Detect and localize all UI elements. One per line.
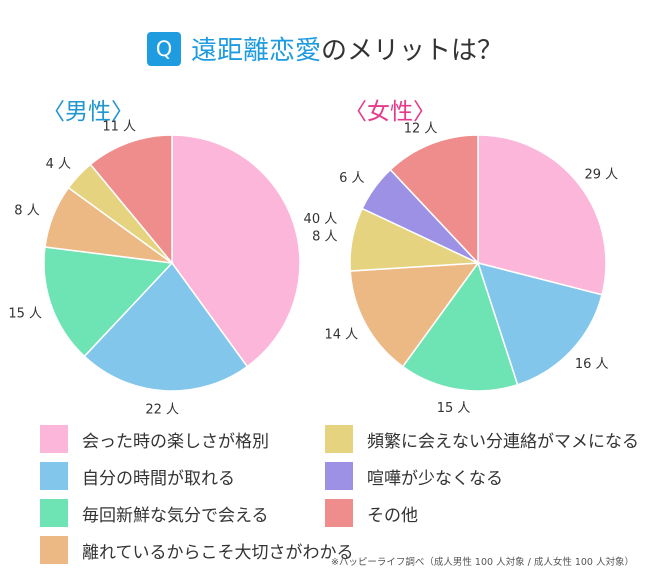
female-slice-label-3: 15 人	[437, 401, 471, 416]
female-slice-label-6: 6 人	[339, 171, 364, 186]
female-slice-label-1: 29 人	[584, 168, 618, 183]
question-badge: Q	[146, 31, 181, 66]
female-slice-7	[389, 134, 479, 265]
legend-item-5: 頻繁に会えない分連絡がマメになる	[325, 425, 639, 453]
legend-item-1: 会った時の楽しさが格別	[40, 425, 269, 453]
legend-swatch	[325, 499, 353, 527]
legend-label: 毎回新鮮な気分で会える	[82, 505, 269, 526]
male-slice-label-5: 4 人	[46, 157, 71, 172]
legend-label: 会った時の楽しさが格別	[82, 431, 269, 452]
legend-label: その他	[367, 505, 418, 526]
legend-label: 離れているからこそ大切さがわかる	[82, 542, 354, 563]
male-slice-label-4: 8 人	[14, 203, 39, 218]
female-slice-3	[401, 261, 519, 392]
male-slice-7	[89, 134, 173, 266]
female-slice-2	[476, 261, 603, 386]
female-slice-1	[477, 134, 607, 296]
legend-item-2: 自分の時間が取れる	[40, 462, 235, 490]
legend-item-4: 離れているからこそ大切さがわかる	[40, 536, 354, 564]
legend-label: 頻繁に会えない分連絡がマメになる	[367, 431, 639, 452]
male-slice-label-7: 11 人	[102, 120, 136, 135]
legend-swatch	[40, 536, 68, 564]
male-slice-label-3: 15 人	[8, 307, 42, 322]
male-slice-label-2: 22 人	[145, 403, 179, 418]
legend-swatch	[40, 425, 68, 453]
pie-charts: 40 人 22 人 15 人 8 人 4 人 11 人 29 人 16 人 15 人 14 人 8 …	[8, 120, 618, 418]
female-slice-label-2: 16 人	[575, 357, 609, 372]
male-slice-label-1: 40 人	[304, 212, 338, 227]
female-slice-label-4: 14 人	[324, 327, 358, 342]
legend-swatch	[40, 462, 68, 490]
male-slice-3	[43, 246, 174, 358]
chart-title: Q 遠距離恋愛 のメリットは？	[0, 30, 650, 67]
legend-swatch	[325, 462, 353, 490]
legend-item-7: その他	[325, 499, 418, 527]
female-slice-label-7: 12 人	[404, 121, 438, 136]
legend-item-3: 毎回新鮮な気分で会える	[40, 499, 269, 527]
legend-swatch	[325, 425, 353, 453]
legend-label: 自分の時間が取れる	[82, 468, 235, 489]
male-slice-2	[83, 261, 249, 392]
female-panel-label: 〈女性〉	[344, 99, 436, 125]
footnote: ※ハッピーライフ調べ（成人男性 100 人対象 / 成人女性 100 人対象）	[330, 557, 634, 568]
legend-swatch	[40, 499, 68, 527]
title-rest: のメリットは？	[321, 36, 504, 66]
legend-label: 喧嘩が少なくなる	[367, 468, 503, 489]
male-slice-1	[171, 134, 301, 368]
legend-item-6: 喧嘩が少なくなる	[325, 462, 503, 490]
female-slice-label-5: 8 人	[312, 230, 337, 245]
female-slice-4	[349, 262, 480, 368]
male-panel-label: 〈男性〉	[42, 99, 134, 125]
title-highlight: 遠距離恋愛	[190, 36, 321, 66]
